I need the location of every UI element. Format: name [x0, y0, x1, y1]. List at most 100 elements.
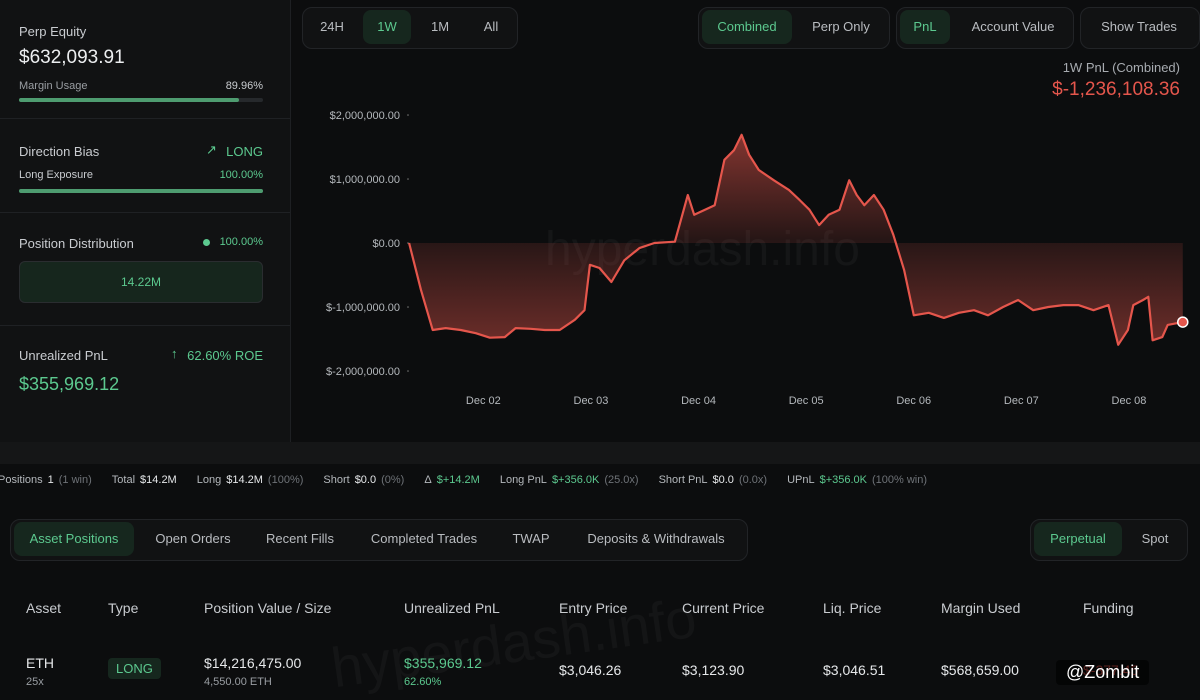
tab[interactable]: Asset Positions	[14, 522, 134, 556]
chart-title: 1W PnL (Combined)	[1062, 60, 1180, 75]
chart: $2,000,000.00 $1,000,000.00 $0.00 $-1,000,0…	[326, 110, 1189, 407]
button[interactable]: 1W	[363, 10, 411, 44]
y-tick-label: $2,000,000.00	[330, 110, 400, 122]
cell: $568,659.00	[941, 662, 1019, 678]
tab[interactable]: Open Orders	[155, 531, 231, 546]
stat: Total $14.2M	[112, 474, 182, 486]
tab[interactable]: Perpetual	[1034, 522, 1122, 556]
stat: Short $0.0 (0%)	[323, 474, 409, 486]
watermark: hyperdash.info	[327, 585, 700, 700]
y-tick-label: $-2,000,000.00	[326, 366, 400, 378]
label: Long Exposure	[19, 169, 93, 181]
cell-sub: 4,550.00 ETH	[204, 676, 272, 688]
left-panel	[0, 0, 291, 442]
column-header: Unrealized PnL	[404, 600, 500, 616]
area	[409, 134, 1183, 345]
x-tick-label: Dec 04	[681, 395, 716, 407]
divider	[0, 118, 290, 119]
column-header: Margin Used	[941, 600, 1021, 616]
button[interactable]: PnL	[900, 10, 950, 44]
stat-label: Long	[196, 474, 222, 486]
x-tick-label: Dec 08	[1112, 395, 1147, 407]
stat: UPnL $+356.0K (100% win)	[787, 474, 932, 486]
stat-value: $0.0	[354, 474, 377, 486]
stat-value: $+14.2M	[436, 474, 480, 486]
distribution-label: 14.22M	[120, 275, 162, 289]
button-group	[1080, 7, 1200, 49]
stat-value: $14.2M	[140, 474, 177, 486]
column-header: Position Value / Size	[204, 600, 332, 616]
cell: ETH	[26, 655, 54, 671]
stat-label: Short PnL	[658, 474, 708, 486]
stat-label: Δ	[424, 474, 432, 486]
stat-note: (0.0x)	[738, 474, 768, 486]
stat-note: (0%)	[381, 474, 405, 486]
stat-label: Short	[323, 474, 350, 486]
progress-fill	[19, 189, 263, 193]
stat-label: Positions	[0, 474, 43, 486]
cell: $3,046.51	[823, 662, 886, 678]
badge: @Zombit	[1056, 660, 1150, 685]
y-tick-label: $0.00	[372, 238, 400, 250]
stat-value: 1	[47, 474, 54, 486]
tab[interactable]: Completed Trades	[370, 531, 478, 546]
value: 89.96%	[225, 80, 263, 92]
button[interactable]: Perp Only	[812, 19, 870, 34]
button[interactable]: Show Trades	[1101, 19, 1177, 34]
stat-value: $+356.0K	[551, 474, 600, 486]
line	[408, 133, 1184, 346]
progress-fill	[19, 98, 239, 102]
y-tick	[407, 306, 409, 308]
cell: $3,046.26	[559, 662, 622, 678]
value: $632,093.91	[19, 47, 125, 68]
tab[interactable]: Deposits & Withdrawals	[587, 531, 725, 546]
tab[interactable]: Recent Fills	[266, 531, 334, 546]
y-tick-label: $1,000,000.00	[330, 174, 400, 186]
stat: Long PnL $+356.0K (25.0x)	[500, 474, 644, 486]
stat-value: $0.0	[712, 474, 734, 486]
value: $355,969.12	[19, 374, 120, 394]
value: 100.00%	[219, 236, 263, 248]
cell: $14,216,475.00	[204, 655, 302, 671]
column-header: Funding	[1083, 600, 1134, 616]
button[interactable]: Account Value	[971, 19, 1055, 34]
stat-value: $+356.0K	[819, 474, 867, 486]
x-tick-label: Dec 06	[896, 395, 931, 407]
stat-label: Long PnL	[499, 474, 547, 486]
button[interactable]: Combined	[702, 10, 792, 44]
cell-sub: 62.60%	[404, 676, 442, 688]
value: 62.60% ROE	[187, 348, 263, 363]
icon: ↑	[171, 346, 178, 361]
stat: Positions 1 (1 win)	[0, 474, 97, 486]
column-header: Type	[108, 600, 139, 616]
stat-note: (100%)	[267, 474, 304, 486]
x-tick-label: Dec 05	[789, 395, 824, 407]
last-point	[1177, 316, 1189, 328]
distribution-bar	[19, 261, 263, 303]
button[interactable]: All	[483, 19, 499, 34]
stat-note: (100% win)	[872, 474, 928, 486]
type-badge: LONG	[108, 658, 161, 679]
y-tick	[407, 114, 409, 116]
column-header: Asset	[26, 600, 62, 616]
button[interactable]: 24H	[320, 19, 344, 34]
tab[interactable]: Spot	[1141, 531, 1169, 546]
stat-note: (1 win)	[58, 474, 92, 486]
stat: Short PnL $0.0 (0.0x)	[659, 474, 772, 486]
button[interactable]: 1M	[430, 19, 450, 34]
column-header: Entry Price	[559, 600, 628, 616]
tab[interactable]: TWAP	[512, 531, 550, 546]
cell: $355,969.12	[404, 655, 482, 671]
stat-note: (25.0x)	[604, 474, 639, 486]
icon: ↗	[206, 142, 217, 157]
stat: Long $14.2M (100%)	[197, 474, 309, 486]
y-tick	[407, 178, 409, 180]
y-tick	[407, 370, 409, 372]
x-tick-label: Dec 07	[1004, 395, 1039, 407]
value: 100.00%	[219, 169, 263, 181]
label: Unrealized PnL	[19, 348, 108, 363]
dot	[203, 239, 210, 246]
divider	[0, 212, 290, 213]
stat-value: $14.2M	[226, 474, 263, 486]
